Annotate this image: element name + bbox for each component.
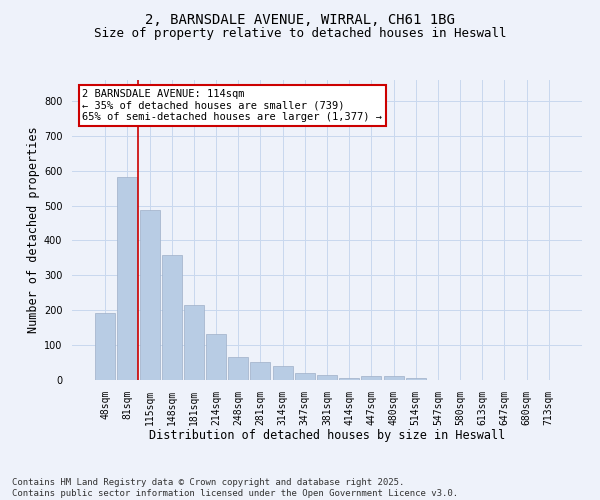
Bar [118,176,137,380]
Bar [272,366,293,380]
Bar [383,376,404,380]
Bar [184,305,204,380]
Bar [406,378,426,380]
Bar [228,358,248,380]
Text: 2 BARNSDALE AVENUE: 114sqm
← 35% of detached houses are smaller (739)
65% of sem: 2 BARNSDALE AVENUE: 114sqm ← 35% of deta… [82,89,382,122]
Bar [206,334,226,380]
Bar [250,362,271,380]
Text: Contains HM Land Registry data © Crown copyright and database right 2025.
Contai: Contains HM Land Registry data © Crown c… [12,478,458,498]
Bar [295,373,315,380]
X-axis label: Distribution of detached houses by size in Heswall: Distribution of detached houses by size … [149,429,505,442]
Bar [317,375,337,380]
Y-axis label: Number of detached properties: Number of detached properties [26,126,40,334]
Text: Size of property relative to detached houses in Heswall: Size of property relative to detached ho… [94,28,506,40]
Bar [339,378,359,380]
Bar [95,312,115,380]
Bar [361,376,382,380]
Bar [162,256,182,380]
Bar [140,210,160,380]
Text: 2, BARNSDALE AVENUE, WIRRAL, CH61 1BG: 2, BARNSDALE AVENUE, WIRRAL, CH61 1BG [145,12,455,26]
